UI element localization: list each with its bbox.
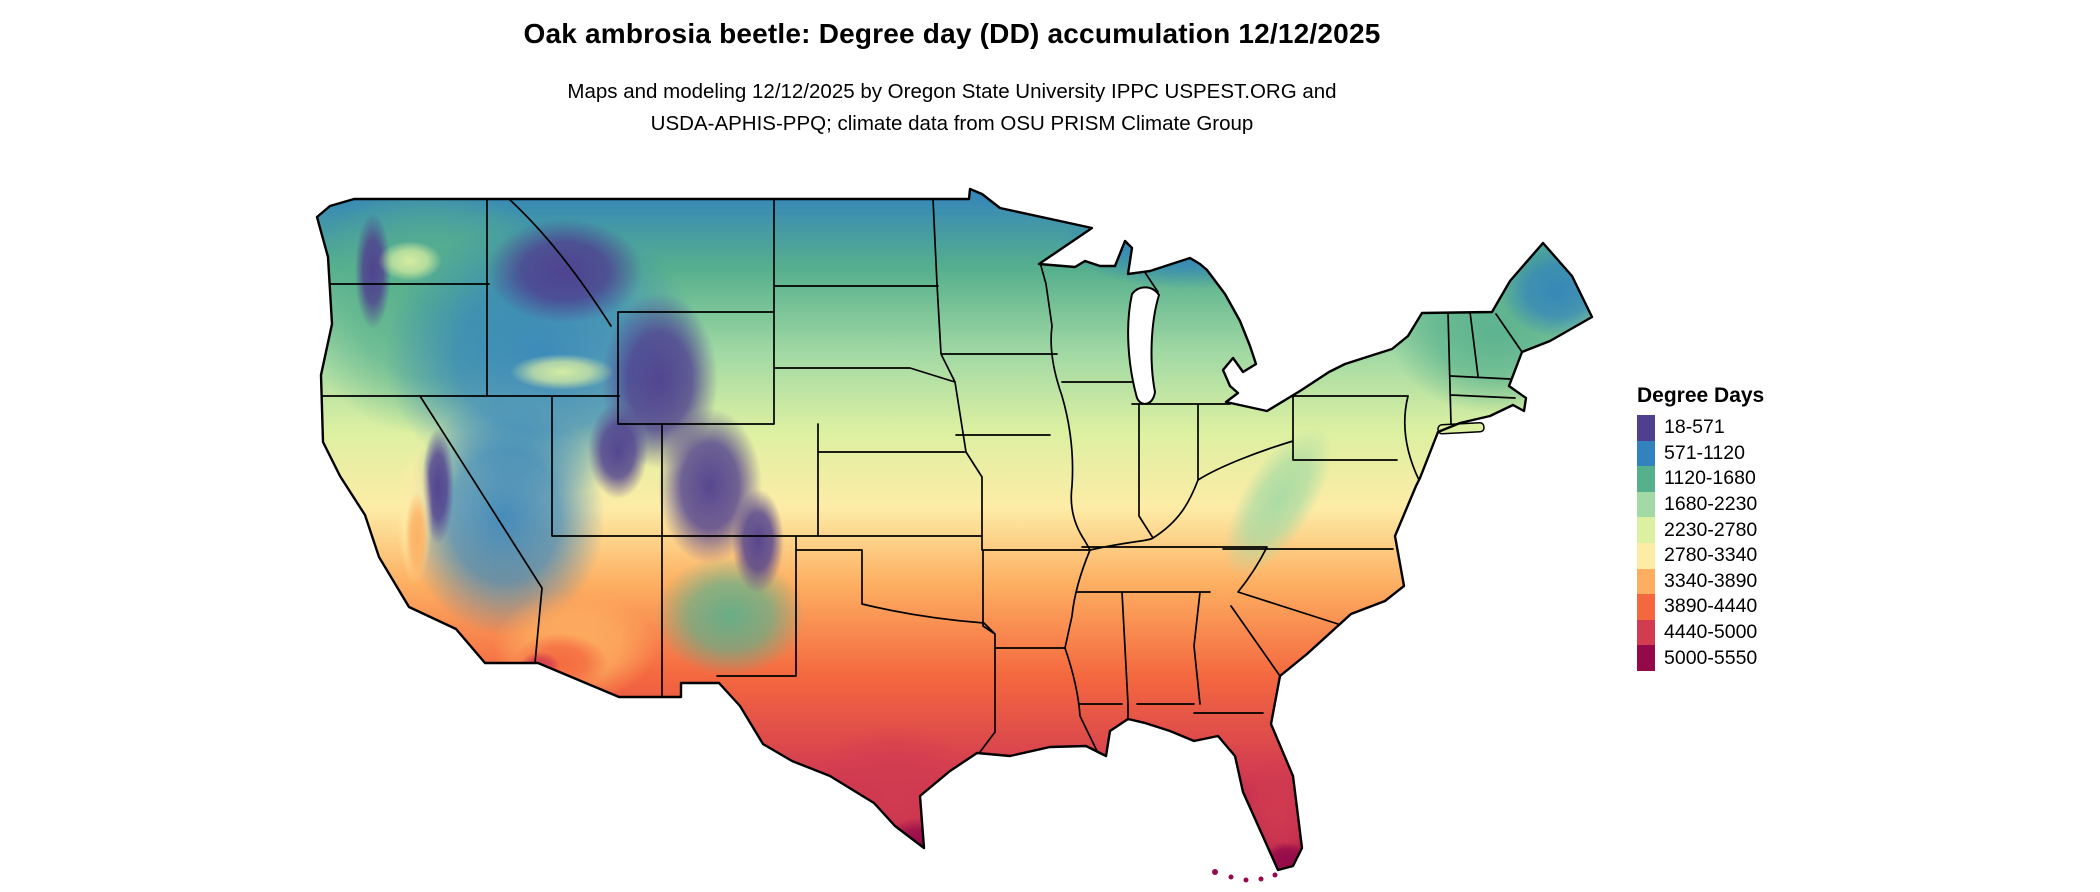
legend-swatch [1637,594,1655,620]
legend-swatch [1637,619,1655,646]
map-legend: Degree Days 18-571 571-1120 1120-1680 1680-… [1637,384,1764,671]
legend-row: 1120-1680 [1637,466,1764,492]
legend-label: 1120-1680 [1664,467,1756,490]
legend-row: 18-571 [1637,415,1764,441]
legend-label: 3890-4440 [1664,595,1758,618]
legend-label: 2780-3340 [1664,544,1758,567]
state-boundaries [320,198,1523,753]
legend-title: Degree Days [1637,384,1765,407]
legend-row: 5000-5550 [1637,645,1764,671]
legend-row: 3890-4440 [1637,594,1764,620]
figure-title: Oak ambrosia beetle: Degree day (DD) acc… [523,18,1381,49]
legend-row: 1680-2230 [1637,491,1764,518]
legend-swatch [1637,466,1655,492]
legend-row: 2230-2780 [1637,517,1764,543]
lake-michigan [1127,286,1161,405]
legend-swatch [1637,568,1655,595]
legend-label: 4440-5000 [1664,621,1758,644]
legend-swatch [1637,415,1655,441]
us-map-svg [315,187,1594,883]
legend-row: 4440-5000 [1637,619,1764,646]
legend-label: 2230-2780 [1664,518,1758,541]
legend-swatch [1637,645,1655,671]
legend-swatch [1637,491,1655,518]
legend-label: 5000-5550 [1664,646,1758,669]
figure-subtitle: Maps and modeling 12/12/2025 by Oregon S… [0,76,1904,141]
legend-label: 1680-2230 [1664,493,1758,516]
legend-label: 3340-3890 [1664,569,1758,592]
legend-swatch [1637,517,1655,543]
us-degree-day-map [310,186,1594,886]
legend-label: 18-571 [1664,416,1725,439]
legend-swatch [1637,440,1655,467]
legend-row: 3340-3890 [1637,568,1764,595]
subtitle-line-2: USDA-APHIS-PPQ; climate data from OSU PR… [650,112,1254,136]
legend-row: 571-1120 [1637,440,1764,467]
degree-day-raster [317,189,1592,870]
legend-row: 2780-3340 [1637,542,1764,569]
subtitle-line-1: Maps and modeling 12/12/2025 by Oregon S… [567,80,1337,103]
legend-label: 571-1120 [1664,441,1745,464]
figure-header: Oak ambrosia beetle: Degree day (DD) acc… [0,18,1904,141]
legend-swatch [1637,542,1655,569]
florida-keys [1212,869,1278,883]
legend-rows: 18-571 571-1120 1120-1680 1680-2230 2230-278… [1637,415,1764,671]
